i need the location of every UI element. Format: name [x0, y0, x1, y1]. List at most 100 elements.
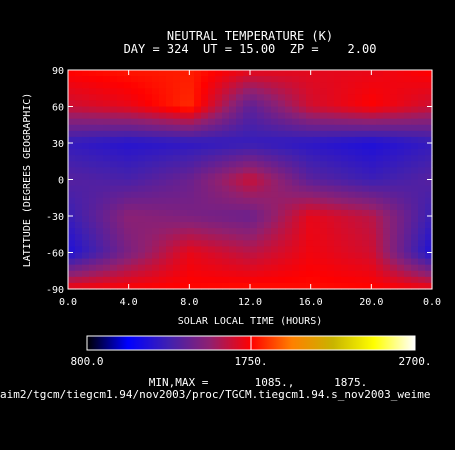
heatmap-cell — [166, 264, 174, 272]
heatmap-cell — [320, 106, 328, 114]
heatmap-cell — [243, 228, 251, 235]
heatmap-cell — [327, 94, 335, 102]
heatmap-cell — [145, 124, 153, 132]
heatmap-cell — [348, 264, 356, 272]
heatmap-cell — [208, 112, 216, 120]
heatmap-cell — [138, 124, 146, 132]
heatmap-cell — [68, 70, 76, 77]
heatmap-cell — [390, 185, 398, 193]
heatmap-cell — [68, 149, 76, 156]
heatmap-cell — [264, 94, 272, 102]
heatmap-cell — [215, 209, 223, 217]
heatmap-cell — [362, 100, 370, 108]
heatmap-cell — [369, 100, 377, 108]
heatmap-cell — [299, 240, 307, 248]
heatmap-cell — [425, 197, 433, 205]
heatmap-cell — [397, 222, 405, 229]
heatmap-cell — [320, 222, 328, 229]
heatmap-cell — [152, 246, 160, 254]
heatmap-cell — [383, 149, 391, 156]
heatmap-cell — [138, 216, 146, 223]
heatmap-cell — [180, 234, 188, 241]
heatmap-cell — [194, 155, 202, 162]
heatmap-cell — [131, 264, 139, 272]
heatmap-cell — [278, 264, 286, 272]
heatmap-cell — [201, 155, 209, 162]
heatmap-cell — [250, 155, 258, 162]
heatmap-cell — [341, 143, 349, 150]
heatmap-cell — [138, 118, 146, 126]
heatmap-cell — [124, 264, 132, 272]
heatmap-cell — [166, 173, 174, 181]
heatmap-cell — [131, 258, 139, 266]
heatmap-cell — [110, 258, 118, 266]
heatmap-cell — [103, 234, 111, 241]
heatmap-cell — [369, 143, 377, 150]
heatmap-cell — [334, 106, 342, 114]
heatmap-cell — [397, 234, 405, 241]
heatmap-cell — [194, 161, 202, 168]
heatmap-cell — [201, 161, 209, 168]
heatmap-cell — [250, 130, 258, 138]
heatmap-cell — [334, 118, 342, 126]
heatmap-cell — [103, 82, 111, 89]
heatmap-cell — [411, 282, 419, 290]
heatmap-cell — [271, 76, 279, 83]
heatmap-cell — [362, 203, 370, 211]
heatmap-cell — [313, 161, 321, 168]
heatmap-cell — [327, 124, 335, 132]
heatmap-cell — [404, 94, 412, 102]
heatmap-cell — [292, 270, 300, 278]
heatmap-cell — [257, 191, 265, 199]
heatmap-cell — [411, 216, 419, 223]
heatmap-cell — [299, 209, 307, 217]
heatmap-cell — [418, 130, 426, 138]
heatmap-cell — [411, 179, 419, 187]
heatmap-cell — [152, 197, 160, 205]
heatmap-cell — [236, 264, 244, 272]
heatmap-cell — [418, 94, 426, 102]
heatmap-cell — [369, 234, 377, 241]
heatmap-cell — [404, 118, 412, 126]
heatmap-cell — [75, 161, 83, 168]
heatmap-cell — [82, 106, 90, 114]
heatmap-cell — [243, 191, 251, 199]
heatmap-cell — [327, 191, 335, 199]
heatmap-cell — [68, 88, 76, 95]
heatmap-cell — [201, 149, 209, 156]
heatmap-cell — [159, 191, 167, 199]
heatmap-cell — [103, 282, 111, 290]
heatmap-cell — [411, 76, 419, 83]
heatmap-cell — [229, 282, 237, 290]
heatmap-cell — [278, 191, 286, 199]
heatmap-cell — [89, 216, 97, 223]
heatmap-cell — [425, 203, 433, 211]
heatmap-cell — [397, 276, 405, 284]
heatmap-cell — [166, 94, 174, 102]
heatmap-cell — [411, 94, 419, 102]
heatmap-cell — [159, 246, 167, 254]
heatmap-cell — [355, 94, 363, 102]
heatmap-cell — [145, 94, 153, 102]
heatmap-cell — [138, 191, 146, 199]
heatmap-cell — [173, 185, 181, 193]
heatmap-cell — [145, 234, 153, 241]
heatmap-cell — [194, 173, 202, 181]
heatmap-cell — [110, 264, 118, 272]
heatmap-cell — [369, 252, 377, 260]
heatmap-cell — [425, 94, 433, 102]
heatmap-cell — [152, 94, 160, 102]
heatmap-cell — [362, 118, 370, 126]
heatmap-cell — [369, 106, 377, 114]
heatmap-cell — [348, 124, 356, 132]
heatmap-cell — [138, 88, 146, 95]
heatmap-cell — [292, 185, 300, 193]
heatmap-cell — [229, 106, 237, 114]
heatmap-cell — [243, 161, 251, 168]
heatmap-cell — [299, 88, 307, 95]
heatmap-cell — [215, 258, 223, 266]
heatmap-cell — [131, 216, 139, 223]
heatmap-cell — [138, 179, 146, 187]
heatmap-cell — [138, 234, 146, 241]
heatmap-cell — [152, 222, 160, 229]
